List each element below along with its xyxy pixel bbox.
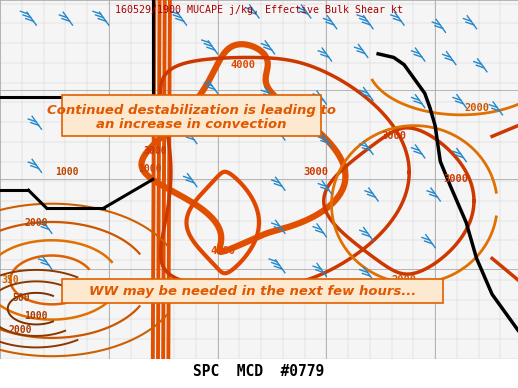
Text: 3000: 3000 [443, 175, 468, 184]
Text: 4000: 4000 [210, 246, 235, 256]
Text: SPC  MCD  #0779: SPC MCD #0779 [193, 364, 325, 379]
Text: 1000: 1000 [24, 311, 48, 321]
Text: 3000: 3000 [143, 146, 167, 156]
Text: 3000: 3000 [304, 167, 328, 177]
Text: 4000: 4000 [231, 60, 256, 69]
Text: an increase in convection: an increase in convection [96, 118, 287, 131]
Text: 2000: 2000 [464, 103, 489, 113]
Text: 1000: 1000 [55, 167, 79, 177]
Text: 2000: 2000 [24, 218, 48, 227]
Text: WW may be needed in the next few hours...: WW may be needed in the next few hours..… [89, 284, 416, 298]
Text: 2000: 2000 [143, 128, 167, 138]
Text: 2000: 2000 [392, 275, 416, 285]
Bar [62, 279, 443, 303]
Bar [62, 95, 321, 137]
Text: 2000: 2000 [9, 325, 33, 335]
Text: Continued destabilization is leading to: Continued destabilization is leading to [47, 104, 336, 117]
Text: 500: 500 [12, 293, 30, 303]
Text: 3000: 3000 [381, 132, 406, 141]
Text: 350: 350 [2, 275, 19, 285]
Text: 1000: 1000 [138, 164, 162, 174]
Text: 160529/1900 MUCAPE j/kg, Effective Bulk Shear kt: 160529/1900 MUCAPE j/kg, Effective Bulk … [115, 5, 403, 16]
